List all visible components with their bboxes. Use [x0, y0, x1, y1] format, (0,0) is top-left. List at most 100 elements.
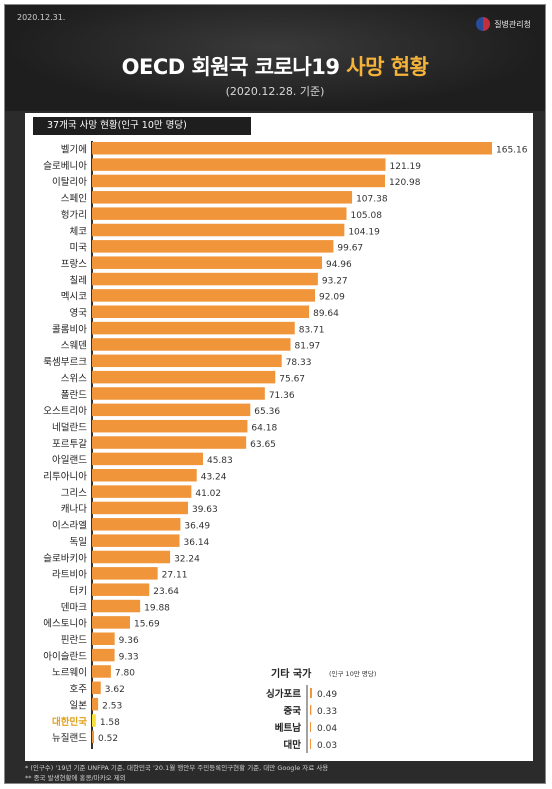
category-label: 포르투갈 — [52, 438, 87, 450]
category-label: 뉴질랜드 — [52, 732, 87, 744]
category-label: 터키 — [70, 586, 87, 597]
chart-panel: 37개국 사망 현황(인구 10만 명당) 벨기에 165.16 슬로베니아 121.… — [25, 113, 533, 761]
category-label: 오스트리아 — [43, 406, 87, 417]
value-label: 120.98 — [389, 178, 421, 188]
bar — [92, 321, 295, 335]
value-label: 7.80 — [115, 669, 135, 679]
value-label: 27.11 — [162, 571, 188, 581]
category-label: 라트비아 — [52, 570, 87, 581]
value-label: 9.36 — [119, 636, 139, 646]
bar — [92, 632, 115, 645]
other-title-note: (인구 10만 명당) — [329, 669, 376, 678]
category-label: 룩셈부르크 — [43, 357, 87, 368]
bar — [92, 583, 150, 596]
category-label: 미국 — [70, 243, 88, 254]
value-label: 9.33 — [119, 652, 139, 662]
category-label: 에스토니아 — [43, 619, 87, 630]
value-label: 1.58 — [100, 718, 120, 728]
value-label: 15.69 — [134, 620, 160, 630]
other-value-label: 0.33 — [317, 707, 337, 717]
other-category-label: 대만 — [284, 739, 302, 751]
value-label: 94.96 — [326, 260, 352, 270]
value-label: 64.18 — [251, 423, 277, 433]
category-label: 네덜란드 — [52, 421, 87, 433]
bar — [92, 714, 96, 727]
agency-badge: 질병관리청 — [476, 17, 531, 31]
title-white: OECD 회원국 코로나19 — [121, 55, 340, 79]
value-label: 32.24 — [174, 554, 200, 564]
bar — [92, 518, 181, 531]
category-label: 그리스 — [61, 488, 87, 499]
agency-name: 질병관리청 — [494, 19, 531, 29]
title-highlight: 사망 현황 — [346, 55, 429, 79]
value-label: 65.36 — [254, 407, 280, 417]
header: 2020.12.31. 질병관리청 OECD 회원국 코로나19 사망 현황 (… — [5, 5, 545, 111]
category-label: 슬로바키아 — [43, 553, 87, 564]
other-category-label: 싱가포르 — [266, 688, 301, 700]
category-label: 프랑스 — [61, 258, 87, 270]
category-label: 체코 — [70, 226, 88, 237]
other-bar — [310, 739, 311, 749]
bar — [92, 469, 197, 482]
value-label: 43.24 — [201, 473, 227, 483]
category-label: 스웨덴 — [61, 340, 87, 352]
bar — [92, 665, 111, 678]
value-label: 71.36 — [269, 391, 295, 401]
value-label: 0.52 — [98, 734, 118, 744]
other-bar — [310, 705, 312, 715]
category-label: 칠레 — [70, 275, 87, 286]
bar — [92, 648, 115, 662]
value-label: 2.53 — [102, 701, 122, 711]
bar — [92, 550, 171, 564]
value-label: 36.14 — [184, 538, 210, 548]
bar — [92, 142, 492, 155]
value-label: 75.67 — [279, 374, 305, 384]
other-bar — [310, 722, 311, 732]
category-label: 아일랜드 — [52, 455, 87, 466]
category-label: 이탈리아 — [52, 176, 87, 188]
category-label: 콜롬비아 — [52, 324, 87, 335]
other-title: 기타 국가 — [271, 667, 312, 680]
other-value-label: 0.03 — [317, 741, 337, 751]
bar — [92, 305, 310, 318]
other-value-label: 0.04 — [317, 724, 337, 734]
other-category-label: 베트남 — [275, 722, 301, 734]
category-label: 이스라엘 — [52, 521, 87, 532]
value-label: 23.64 — [153, 587, 179, 597]
value-label: 93.27 — [322, 276, 348, 286]
bar — [92, 567, 158, 580]
bar — [92, 174, 386, 188]
value-label: 81.97 — [295, 342, 321, 352]
bar — [92, 289, 316, 302]
category-label: 멕시코 — [61, 292, 87, 303]
value-label: 165.16 — [496, 146, 528, 156]
bar — [92, 697, 99, 711]
chart-title: 37개국 사망 현황(인구 10만 명당) — [33, 117, 251, 135]
bar — [92, 681, 101, 695]
value-label: 41.02 — [195, 489, 221, 499]
bar — [92, 501, 188, 515]
bar — [92, 370, 276, 384]
value-label: 3.62 — [105, 685, 125, 695]
page-subtitle: (2020.12.28. 기준) — [225, 85, 325, 98]
bar — [92, 485, 192, 498]
date-label: 2020.12.31. — [17, 13, 66, 22]
bar — [92, 616, 130, 629]
footnote-2: ** 중국 발생현황에 홍콩/마카오 제외 — [25, 774, 126, 782]
agency-logo-icon — [476, 17, 491, 31]
category-label: 대한민국 — [52, 716, 87, 728]
bar — [92, 272, 318, 286]
value-label: 78.33 — [286, 358, 312, 368]
footnote-1: * (인구수) '19년 기준 UNFPA 기준, 대한민국 '20.1월 행안… — [25, 764, 329, 772]
other-category-label: 중국 — [284, 706, 302, 717]
value-label: 45.83 — [207, 456, 233, 466]
bar — [92, 191, 353, 204]
value-label: 83.71 — [299, 325, 325, 335]
category-label: 리투아니아 — [43, 472, 87, 483]
value-label: 63.65 — [250, 440, 276, 450]
bar — [92, 599, 141, 613]
bar — [92, 240, 334, 253]
bar — [92, 387, 265, 400]
category-label: 캐나다 — [61, 504, 87, 515]
other-value-label: 0.49 — [317, 690, 337, 700]
